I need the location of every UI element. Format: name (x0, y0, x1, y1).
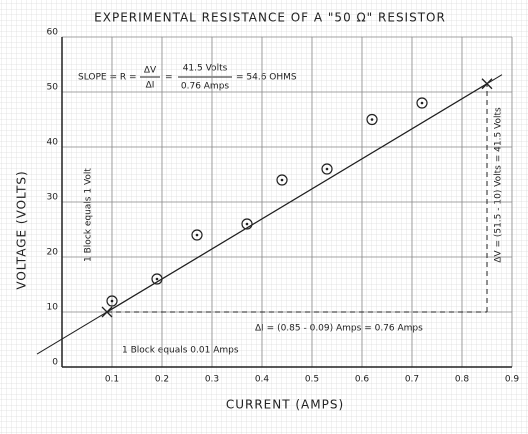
point-part (370, 118, 374, 121)
x-tick-label: 0.1 (105, 375, 119, 385)
y-tick-label: 60 (47, 28, 59, 38)
chart-title: EXPERIMENTAL RESISTANCE OF A "50 Ω" RESI… (94, 11, 446, 25)
x-tick-label: 0.6 (355, 375, 370, 385)
data-point (276, 174, 288, 186)
data-point (106, 295, 118, 307)
slope-di: ΔI (146, 81, 155, 91)
x-tick-label: 0.4 (255, 375, 270, 385)
scale-x: 1 Block equals 0.01 Amps (122, 346, 239, 356)
point-part (366, 113, 378, 126)
data-point (366, 113, 378, 126)
point-part (325, 167, 329, 171)
slope-num: 41.5 Volts (183, 64, 228, 74)
point-part (191, 229, 203, 241)
slope-dv: ΔV (144, 66, 157, 76)
point-part (110, 299, 114, 303)
x-tick-label: 0.2 (155, 375, 169, 385)
fit-point-x (481, 78, 493, 90)
point-part (241, 218, 253, 230)
data-point (416, 97, 428, 109)
x-tick-label: 0.5 (305, 375, 319, 385)
point-part (276, 174, 288, 186)
y-tick-label: 20 (47, 248, 59, 258)
data-point (191, 229, 203, 241)
slope-eq: = (165, 73, 173, 83)
x-tick-label: 0.9 (505, 375, 520, 385)
slope-den: 0.76 Amps (181, 82, 230, 92)
point-part (245, 222, 249, 226)
fit-line (106, 83, 488, 313)
x-tick-label: 0.7 (405, 375, 419, 385)
point-part (321, 163, 333, 175)
point-part (416, 97, 428, 109)
scale-y: 1 Block equals 1 Volt (84, 168, 94, 262)
point-part (420, 101, 424, 105)
point-part (155, 277, 159, 281)
slope-label: SLOPE = R = (78, 73, 137, 83)
y-tick-label: 40 (47, 138, 59, 148)
x-tick-label: 0.3 (205, 375, 219, 385)
delta-i: ΔI = (0.85 - 0.09) Amps = 0.76 Amps (255, 324, 423, 334)
slope-result: = 54.6 OHMS (236, 73, 297, 83)
point-part (280, 178, 284, 182)
x-axis-label: CURRENT (AMPS) (226, 398, 344, 412)
delta-v: ΔV = (51.5 - 10) Volts = 41.5 Volts (494, 107, 504, 263)
fit-point-x (101, 306, 113, 318)
y-axis-label: VOLTAGE (VOLTS) (15, 170, 29, 289)
x-tick-label: 0.8 (455, 375, 470, 385)
point-part (195, 233, 199, 237)
y-tick-label: 0 (52, 358, 58, 368)
point-part (106, 295, 118, 307)
data-point (241, 218, 253, 230)
y-tick-label: 10 (47, 303, 59, 313)
y-tick-label: 50 (47, 83, 59, 93)
y-tick-label: 30 (47, 193, 59, 203)
data-point (321, 163, 333, 175)
